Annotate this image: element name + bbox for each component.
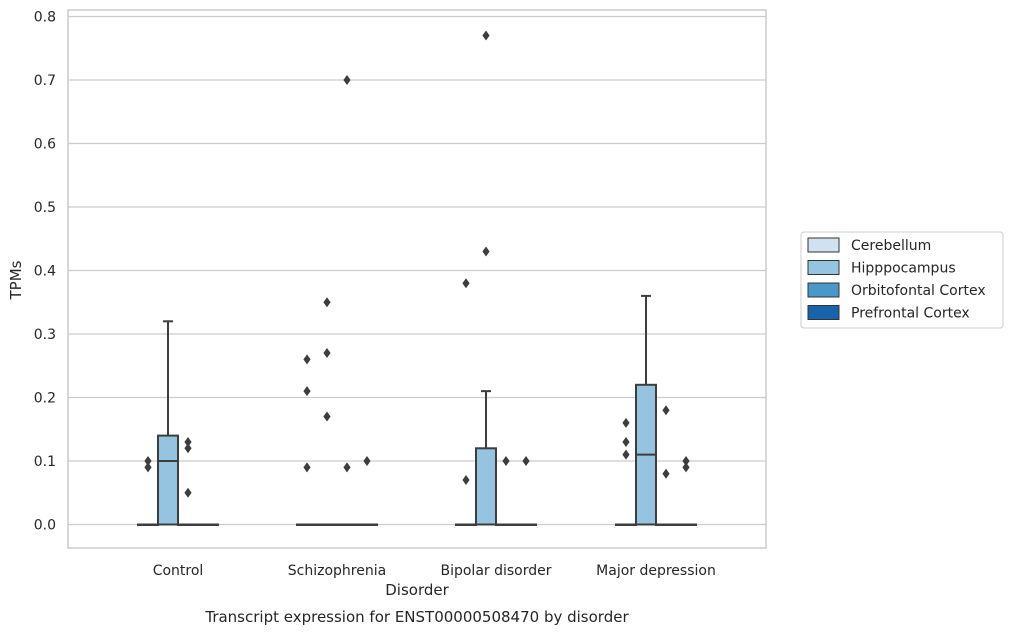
box-2-3 [655, 405, 677, 526]
outlier-point [144, 456, 152, 466]
y-tick-label: 0.0 [34, 518, 56, 534]
outlier-point [482, 30, 490, 41]
y-tick-label: 0.7 [34, 73, 56, 89]
box-1-2 [475, 30, 497, 526]
outlier-point [323, 348, 331, 359]
outlier-point [303, 462, 311, 473]
outlier-point [303, 354, 311, 365]
x-tick-label: Major depression [596, 563, 716, 579]
legend-label: Cerebellum [851, 238, 931, 254]
outlier-point [363, 456, 371, 466]
box-3-1 [356, 456, 378, 526]
legend-label: Hipppocampus [851, 261, 956, 277]
box-3-0 [197, 523, 219, 526]
outlier-point [482, 246, 490, 257]
y-tick-label: 0.8 [34, 10, 56, 26]
y-axis-title: TPMs [7, 260, 25, 300]
y-tick-label: 0.3 [34, 327, 56, 343]
legend: Cerebellum Hipppocampus Orbitofontal Corte… [800, 231, 1004, 329]
box-1-0 [157, 320, 179, 526]
legend-swatch [807, 260, 840, 275]
outlier-point [622, 417, 630, 428]
legend-frame [800, 231, 1004, 329]
legend-swatch [807, 305, 840, 320]
x-axis-title: Disorder [385, 581, 449, 599]
box-body [157, 434, 179, 526]
y-tick-label: 0.6 [34, 137, 56, 153]
legend-swatch [807, 237, 840, 253]
box-0-3 [615, 417, 637, 526]
y-tick-label: 0.1 [34, 454, 56, 470]
legend-swatch [807, 282, 840, 298]
outlier-point [622, 436, 630, 447]
outlier-point [522, 456, 530, 466]
outlier-point [323, 297, 331, 308]
outlier-point [662, 468, 670, 479]
outlier-point [184, 436, 192, 447]
y-tick-labels: 0.0 0.1 0.2 0.3 0.4 0.5 0.6 0.7 0.8 [34, 10, 56, 534]
y-tick-label: 0.2 [34, 391, 56, 407]
boxes [137, 30, 697, 526]
outlier-point [682, 462, 690, 473]
y-tick-label: 0.4 [34, 264, 56, 280]
box-2-1 [336, 75, 358, 526]
outlier-point [502, 456, 510, 466]
y-tick-label: 0.5 [34, 200, 56, 216]
outlier-point [462, 475, 470, 486]
outlier-point [682, 456, 690, 466]
outlier-point [303, 386, 311, 397]
x-tick-label: Control [153, 563, 204, 579]
outlier-point [144, 462, 152, 473]
box-3-2 [515, 456, 537, 526]
box-3-3 [675, 456, 697, 526]
x-tick-label: Bipolar disorder [440, 563, 551, 579]
outlier-point [323, 411, 331, 422]
box-1-3 [635, 294, 657, 526]
legend-label: Prefrontal Cortex [851, 306, 970, 322]
legend-label: Orbitofontal Cortex [851, 283, 986, 299]
box-body [475, 447, 497, 526]
outlier-point [184, 443, 192, 454]
outlier-point [184, 487, 192, 498]
outlier-point [462, 278, 470, 289]
x-tick-label: Schizophrenia [288, 563, 386, 579]
x-tick-labels: Control Schizophrenia Bipolar disorder Majo… [153, 563, 716, 579]
box-0-0 [137, 456, 159, 526]
box-0-2 [455, 278, 477, 526]
outlier-point [662, 405, 670, 416]
outlier-point [343, 75, 351, 85]
outlier-point [343, 462, 351, 473]
chart-caption: Transcript expression for ENST0000050847… [204, 608, 629, 626]
box-2-0 [177, 436, 199, 526]
outlier-point [622, 449, 630, 460]
